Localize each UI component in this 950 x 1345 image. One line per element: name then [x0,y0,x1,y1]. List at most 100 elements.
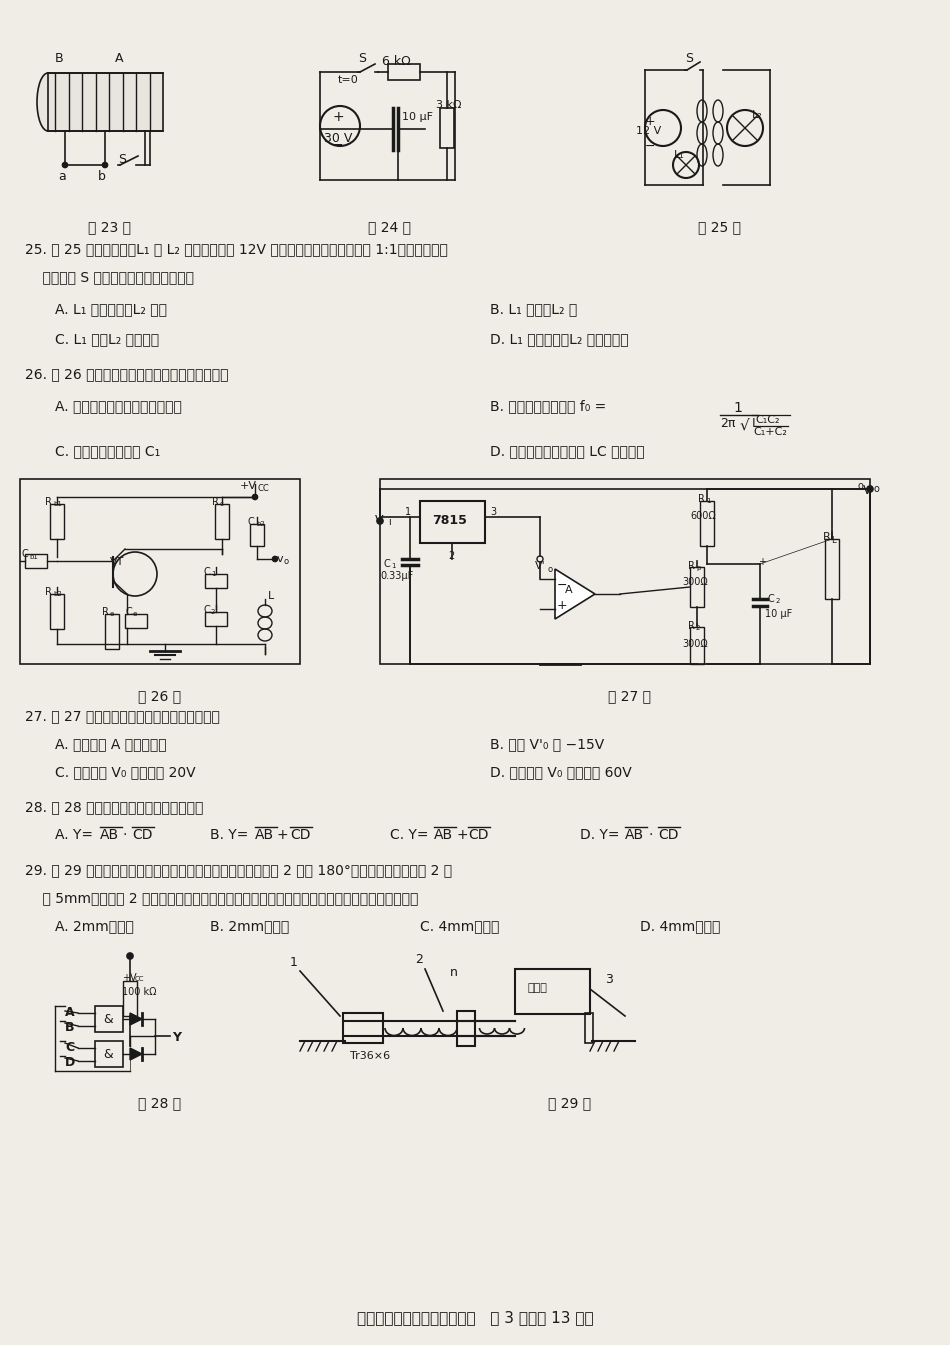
Text: +: + [456,829,467,842]
Text: R: R [212,498,218,507]
Text: R: R [45,498,52,507]
Text: 1: 1 [405,507,411,516]
Text: L₂: L₂ [752,110,763,120]
Text: B. 电路的振荡频率为 f₀ =: B. 电路的振荡频率为 f₀ = [490,399,606,413]
Text: n: n [450,966,458,979]
Text: +V: +V [240,482,257,491]
Circle shape [273,557,277,561]
Text: C: C [203,605,210,615]
Text: 工作台: 工作台 [528,983,548,993]
Text: D. L₁ 逐渐变亮，L₂ 闪亮后熄灭: D. L₁ 逐渐变亮，L₂ 闪亮后熄灭 [490,332,629,346]
Text: 12 V: 12 V [636,126,661,136]
Text: 题 25 图: 题 25 图 [698,221,742,234]
Bar [20,479,300,664]
Text: C₁+C₂: C₁+C₂ [753,426,787,437]
Bar [50,594,64,629]
Circle shape [377,518,383,525]
Text: 题 27 图: 题 27 图 [609,689,652,703]
Text: 1: 1 [290,956,298,968]
Circle shape [253,495,257,499]
Text: R: R [688,621,694,631]
Text: &: & [103,1013,113,1026]
Circle shape [103,163,107,168]
Text: C. 输出电压 V₀ 最小值为 20V: C. 输出电压 V₀ 最小值为 20V [55,765,196,779]
Text: C: C [125,607,132,617]
Text: C: C [21,549,28,560]
Text: 300Ω: 300Ω [682,639,708,650]
Text: A. 2mm，向左: A. 2mm，向左 [55,919,134,933]
Text: C₁C₂: C₁C₂ [755,416,780,425]
Text: +: + [332,110,344,124]
Text: VT: VT [110,557,124,568]
Bar [440,108,454,148]
Circle shape [127,954,133,959]
Text: √: √ [740,417,750,432]
Text: C. 反馈电压取自电容 C₁: C. 反馈电压取自电容 C₁ [55,444,161,459]
Text: V': V' [535,561,545,572]
Text: A: A [65,1006,75,1020]
Text: 动 5mm，则当件 2 按照图示方向回转一周时，工作台相对于机架的移动距离和移动方向分别为: 动 5mm，则当件 2 按照图示方向回转一周时，工作台相对于机架的移动距离和移动… [25,890,418,905]
Text: −: − [557,578,567,592]
Bar [515,968,590,1014]
Text: AB: AB [625,829,644,842]
Text: o: o [548,565,553,574]
Text: CD: CD [290,829,311,842]
Text: L: L [831,537,836,545]
Text: R: R [698,494,705,504]
Text: C: C [248,516,255,527]
Text: 28. 题 28 图所示电路对应的逻辑表达式是: 28. 题 28 图所示电路对应的逻辑表达式是 [25,800,203,814]
Text: 3: 3 [490,507,496,516]
Text: B: B [55,52,64,65]
Bar [123,981,137,1015]
Text: −: − [645,140,656,153]
Text: C. L₁ 亮，L₂ 逐渐变亮: C. L₁ 亮，L₂ 逐渐变亮 [55,332,160,346]
Text: ·: · [648,829,653,842]
Text: b1: b1 [29,554,38,560]
Text: 27. 题 27 图所示稳压电路，下列描述正确的是: 27. 题 27 图所示稳压电路，下列描述正确的是 [25,709,219,724]
Text: 题 23 图: 题 23 图 [88,221,131,234]
Text: A. L₁ 逐渐变亮，L₂ 不亮: A. L₁ 逐渐变亮，L₂ 不亮 [55,303,167,316]
Text: 100 kΩ: 100 kΩ [122,987,157,997]
Bar [50,504,64,539]
Bar [250,525,264,546]
Text: b2: b2 [53,590,62,597]
Text: C. 4mm，向左: C. 4mm，向左 [420,919,500,933]
Text: +: + [277,829,289,842]
Text: b: b [98,169,105,183]
Text: 10 μF: 10 μF [402,112,433,122]
Text: 机电一体化专业综合理论试卷   第 3 页（共 13 页）: 机电一体化专业综合理论试卷 第 3 页（共 13 页） [356,1310,594,1325]
Bar [825,539,839,599]
Text: CD: CD [658,829,678,842]
Bar [105,615,119,650]
Text: v: v [277,554,284,564]
Text: Y: Y [172,1032,181,1044]
Text: CC: CC [257,484,269,494]
Text: i: i [388,516,390,527]
Bar [343,1013,383,1042]
Text: e: e [133,611,137,617]
Bar [690,627,704,664]
Text: +: + [758,557,766,568]
Text: V: V [863,484,871,498]
Text: S: S [358,52,366,65]
Bar [690,568,704,607]
Text: S: S [118,153,126,165]
Text: c: c [220,500,224,507]
Text: D. 输出电压 V₀ 最大值为 60V: D. 输出电压 V₀ 最大值为 60V [490,765,632,779]
Ellipse shape [37,73,59,130]
Text: L: L [752,417,759,430]
Text: AB: AB [434,829,453,842]
Text: 0.33μF: 0.33μF [380,572,413,581]
Text: L: L [268,590,275,601]
Text: A: A [115,52,124,65]
Text: D. Y=: D. Y= [580,829,619,842]
Text: 600Ω: 600Ω [690,511,715,521]
Text: 题 26 图: 题 26 图 [139,689,181,703]
Text: 题 28 图: 题 28 图 [139,1096,181,1110]
Text: B. Y=: B. Y= [210,829,248,842]
Text: 300Ω: 300Ω [682,577,708,586]
Text: A. 集成运放 A 构成反相器: A. 集成运放 A 构成反相器 [55,737,166,751]
Text: 计。开关 S 闭合后，两个灯泡的现象是: 计。开关 S 闭合后，两个灯泡的现象是 [25,270,194,284]
Circle shape [63,163,67,168]
Text: CC: CC [135,976,144,982]
